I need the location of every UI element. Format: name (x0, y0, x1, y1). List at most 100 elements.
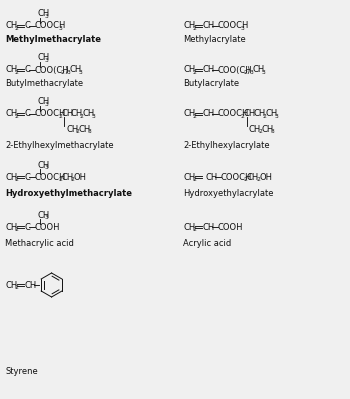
Text: 3: 3 (92, 114, 96, 119)
Text: CH: CH (37, 53, 49, 63)
Text: ): ) (247, 65, 250, 75)
Text: CH: CH (247, 172, 259, 182)
Text: CH: CH (78, 124, 91, 134)
Text: COOH: COOH (35, 223, 60, 231)
Text: CH: CH (202, 223, 215, 231)
Text: CH: CH (183, 65, 195, 75)
Text: 2: 2 (244, 177, 248, 182)
Text: 3: 3 (58, 26, 62, 31)
Text: C: C (24, 223, 30, 231)
Text: CH: CH (244, 109, 256, 119)
Text: 3: 3 (262, 70, 266, 75)
Text: Hydroxyethylacrylate: Hydroxyethylacrylate (183, 188, 273, 198)
Text: CH: CH (253, 65, 265, 75)
Text: CH: CH (183, 22, 195, 30)
Text: CH: CH (70, 65, 82, 75)
Text: COOCH: COOCH (35, 172, 66, 182)
Text: 3: 3 (45, 215, 49, 220)
Text: 3: 3 (45, 58, 49, 63)
Text: 3: 3 (241, 26, 245, 31)
Text: C: C (24, 22, 30, 30)
Text: Methylmethacrylate: Methylmethacrylate (5, 36, 101, 45)
Text: C: C (24, 109, 30, 119)
Text: COOCH: COOCH (35, 109, 66, 119)
Text: CH: CH (249, 124, 261, 134)
Text: CH: CH (37, 10, 49, 18)
Text: COOCH: COOCH (218, 109, 249, 119)
Text: CH: CH (61, 109, 74, 119)
Text: OH: OH (259, 172, 272, 182)
Text: 2: 2 (58, 114, 62, 119)
Text: 2: 2 (262, 114, 266, 119)
Text: C: C (24, 65, 30, 75)
Text: CH: CH (83, 109, 95, 119)
Text: CH: CH (24, 280, 36, 290)
Text: CH: CH (183, 109, 195, 119)
Text: 2: 2 (192, 26, 196, 31)
Text: C: C (24, 172, 30, 182)
Text: 2: 2 (192, 227, 196, 232)
Text: CH: CH (37, 97, 49, 107)
Text: Methacrylic acid: Methacrylic acid (5, 239, 74, 247)
Text: CH: CH (5, 22, 17, 30)
Text: 2-Ethylhexylacrylate: 2-Ethylhexylacrylate (183, 140, 270, 150)
Text: CH: CH (37, 211, 49, 219)
Text: CH: CH (5, 223, 17, 231)
Text: Hydroxyethylmethacrylate: Hydroxyethylmethacrylate (5, 188, 132, 198)
Text: 2: 2 (258, 129, 262, 134)
Text: Butylacrylate: Butylacrylate (183, 79, 239, 87)
Text: 2: 2 (14, 114, 18, 119)
Text: 2: 2 (14, 26, 18, 31)
Text: CH: CH (61, 172, 74, 182)
Text: 2: 2 (14, 285, 18, 290)
Text: ): ) (64, 65, 67, 75)
Text: CH: CH (266, 109, 278, 119)
Text: 2: 2 (70, 177, 74, 182)
Text: 2: 2 (241, 114, 245, 119)
Text: CH: CH (183, 172, 195, 182)
Text: CH: CH (261, 124, 273, 134)
Text: Acrylic acid: Acrylic acid (183, 239, 231, 247)
Text: 3: 3 (45, 165, 49, 170)
Text: COO(CH: COO(CH (35, 65, 69, 75)
Text: 3: 3 (271, 129, 274, 134)
Text: CH: CH (37, 160, 49, 170)
Text: 2: 2 (192, 114, 196, 119)
Text: 2: 2 (244, 70, 248, 75)
Text: 3: 3 (67, 70, 70, 75)
Text: CH: CH (66, 124, 78, 134)
Text: CH: CH (5, 172, 17, 182)
Text: 2: 2 (192, 70, 196, 75)
Text: 3: 3 (45, 14, 49, 19)
Text: CH: CH (202, 109, 215, 119)
Text: CH: CH (5, 280, 17, 290)
Text: 2: 2 (192, 177, 196, 182)
Text: 2: 2 (61, 70, 65, 75)
Text: COOCH: COOCH (220, 172, 252, 182)
Text: Butylmethacrylate: Butylmethacrylate (5, 79, 83, 87)
Text: 2: 2 (14, 227, 18, 232)
Text: 2: 2 (80, 114, 84, 119)
Text: CH: CH (253, 109, 266, 119)
Text: CH: CH (5, 109, 17, 119)
Text: 3: 3 (88, 129, 91, 134)
Text: CH: CH (205, 172, 218, 182)
Text: 3: 3 (79, 70, 83, 75)
Text: 2: 2 (58, 177, 62, 182)
Text: COOCH: COOCH (35, 22, 66, 30)
Text: 2: 2 (76, 129, 79, 134)
Text: 2: 2 (14, 70, 18, 75)
Text: COOH: COOH (218, 223, 243, 231)
Text: CH: CH (202, 65, 215, 75)
Text: 2: 2 (256, 177, 260, 182)
Text: CH: CH (5, 65, 17, 75)
Text: Methylacrylate: Methylacrylate (183, 36, 246, 45)
Text: CH: CH (202, 22, 215, 30)
Text: 3: 3 (275, 114, 279, 119)
Text: COOCH: COOCH (218, 22, 249, 30)
Text: COO(CH: COO(CH (218, 65, 252, 75)
Text: CH: CH (183, 223, 195, 231)
Text: Styrene: Styrene (5, 367, 38, 377)
Text: CH: CH (70, 109, 83, 119)
Text: OH: OH (74, 172, 86, 182)
